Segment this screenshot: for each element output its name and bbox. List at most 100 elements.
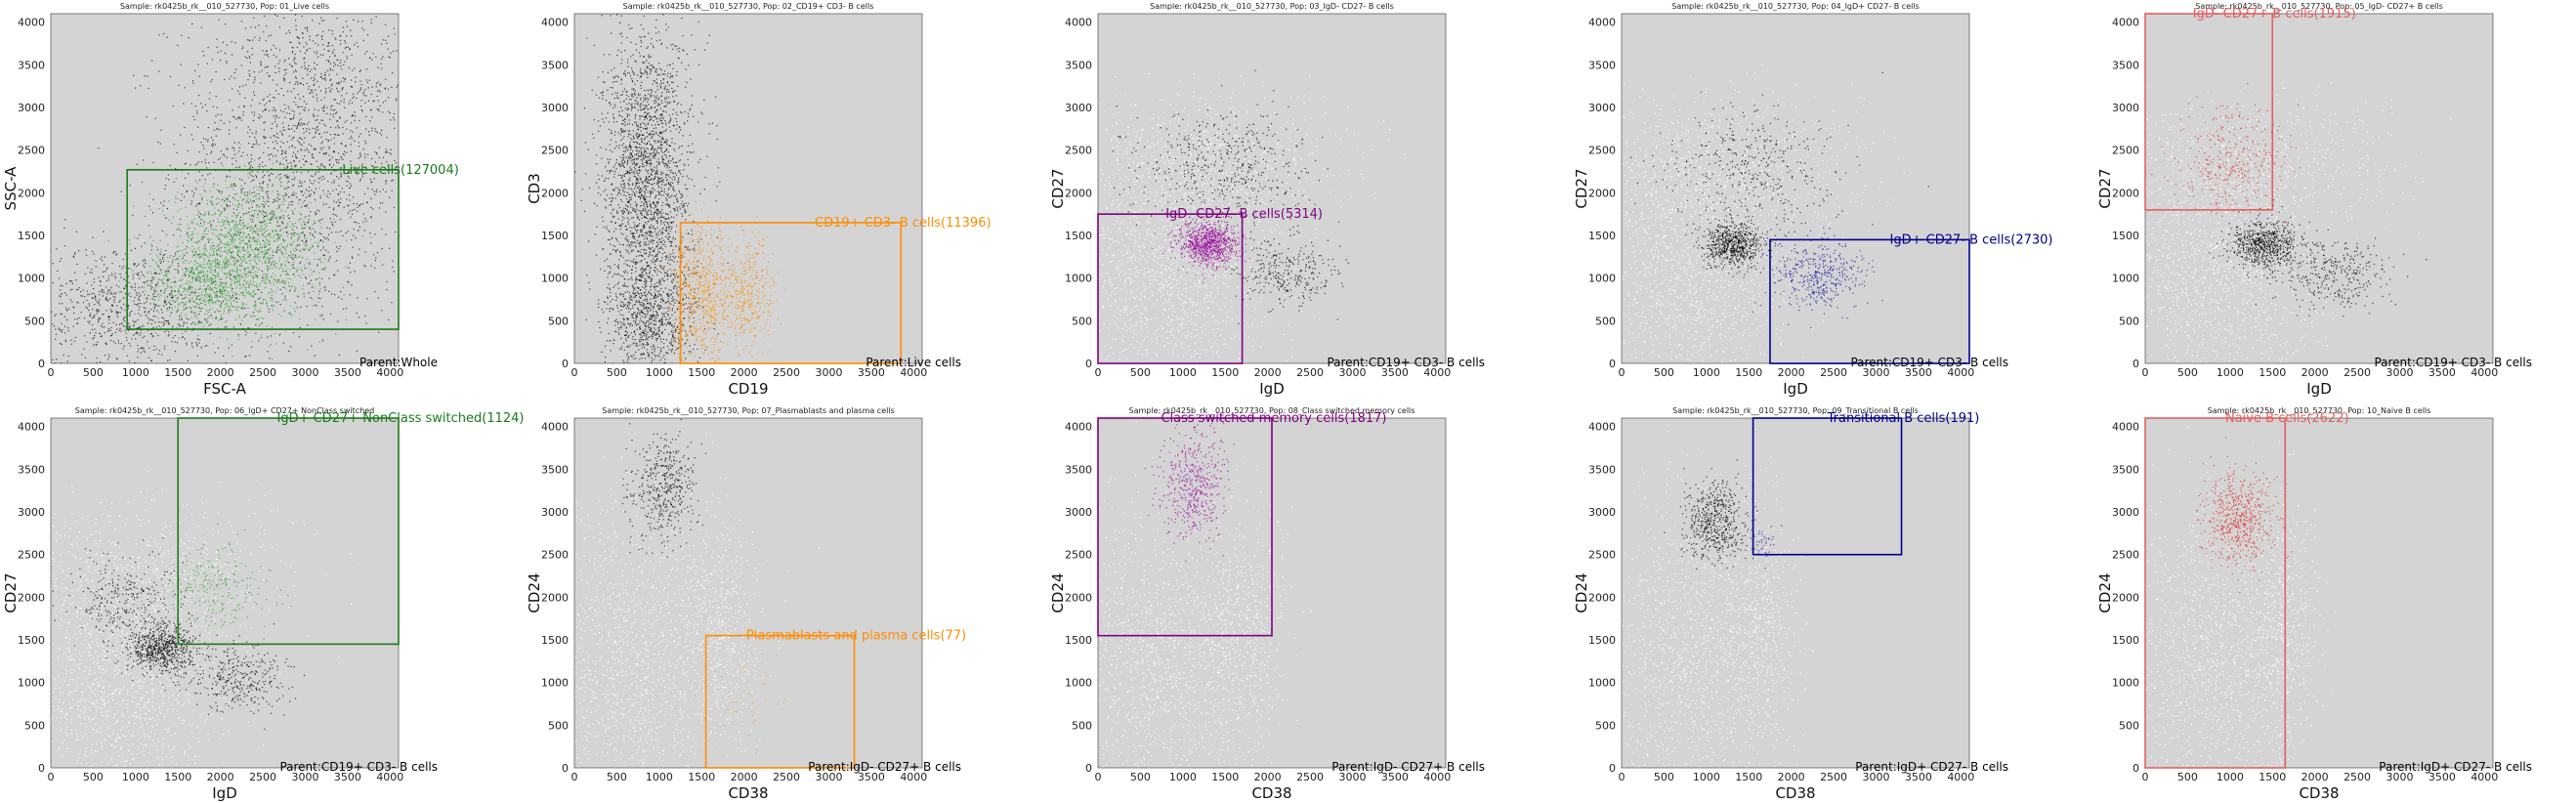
event-dot: [257, 288, 259, 291]
event-dot: [261, 322, 263, 324]
event-dot: [197, 271, 199, 273]
event-dot: [121, 322, 123, 324]
event-dot: [250, 272, 252, 274]
event-dot: [108, 289, 110, 291]
event-dot: [690, 107, 692, 109]
event-dot: [309, 47, 311, 50]
event-dot: [235, 246, 238, 248]
event-dot: [380, 162, 383, 164]
event-dot: [629, 27, 631, 30]
event-dot: [232, 208, 234, 210]
event-dot: [174, 276, 176, 278]
event-dot: [198, 265, 200, 267]
event-dot: [255, 275, 257, 276]
event-dot: [329, 158, 331, 160]
event-dot: [155, 305, 157, 307]
event-dot: [167, 278, 169, 280]
event-dot: [150, 243, 152, 245]
event-dot: [184, 126, 186, 129]
event-dot: [229, 299, 231, 301]
event-dot: [269, 180, 271, 182]
event-dot: [198, 249, 200, 251]
event-dot: [311, 89, 314, 92]
event-dot: [207, 294, 209, 296]
event-dot: [238, 202, 240, 204]
event-dot: [241, 256, 244, 258]
event-dot: [218, 272, 220, 274]
event-dot: [271, 219, 273, 222]
event-dot: [334, 37, 336, 39]
event-dot: [72, 325, 74, 327]
event-dot: [219, 264, 221, 267]
event-dot: [228, 261, 230, 263]
event-dot: [194, 291, 196, 293]
event-dot: [305, 277, 307, 279]
event-dot: [165, 320, 167, 322]
event-dot: [330, 78, 332, 81]
event-dot: [198, 307, 200, 309]
event-dot: [216, 287, 218, 289]
event-dot: [334, 108, 336, 111]
event-dot: [311, 345, 313, 347]
event-dot: [285, 68, 287, 70]
event-dot: [205, 254, 207, 256]
event-dot: [293, 225, 295, 227]
event-dot: [636, 125, 638, 127]
event-dot: [286, 112, 288, 114]
event-dot: [143, 265, 145, 267]
event-dot: [150, 309, 152, 311]
event-dot: [163, 321, 165, 323]
event-dot: [296, 249, 298, 251]
event-dot: [251, 147, 253, 148]
event-dot: [377, 81, 379, 83]
event-dot: [220, 213, 222, 215]
event-dot: [275, 160, 277, 162]
event-dot: [266, 214, 268, 216]
event-dot: [258, 157, 260, 160]
event-dot: [129, 312, 131, 314]
event-dot: [165, 301, 167, 303]
event-dot: [289, 220, 291, 223]
event-dot: [257, 253, 259, 255]
event-dot: [249, 236, 251, 238]
event-dot: [86, 290, 89, 292]
event-dot: [341, 95, 343, 97]
event-dot: [345, 308, 348, 310]
event-dot: [62, 329, 63, 331]
event-dot: [611, 69, 612, 71]
event-dot: [286, 245, 288, 247]
event-dot: [365, 95, 367, 97]
event-dot: [272, 251, 274, 253]
event-dot: [234, 214, 236, 216]
event-dot: [333, 218, 335, 221]
event-dot: [196, 322, 198, 324]
event-dot: [139, 334, 141, 336]
event-dot: [251, 47, 253, 49]
event-dot: [349, 210, 351, 212]
event-dot: [224, 235, 226, 237]
event-dot: [282, 217, 284, 219]
event-dot: [200, 256, 202, 258]
event-dot: [248, 226, 250, 228]
event-dot: [76, 263, 78, 266]
event-dot: [259, 302, 261, 304]
event-dot: [267, 96, 269, 98]
event-dot: [56, 248, 58, 250]
event-dot: [252, 256, 255, 258]
event-dot: [166, 320, 168, 322]
event-dot: [216, 106, 218, 108]
event-dot: [251, 111, 253, 113]
event-dot: [199, 252, 201, 254]
event-dot: [337, 90, 339, 92]
event-dot: [204, 233, 206, 235]
event-dot: [274, 251, 276, 253]
event-dot: [269, 234, 271, 236]
event-dot: [231, 257, 232, 259]
event-dot: [304, 223, 306, 225]
event-dot: [225, 274, 227, 275]
event-dot: [683, 169, 685, 171]
event-dot: [262, 279, 264, 281]
event-dot: [274, 290, 276, 292]
event-dot: [659, 177, 661, 180]
